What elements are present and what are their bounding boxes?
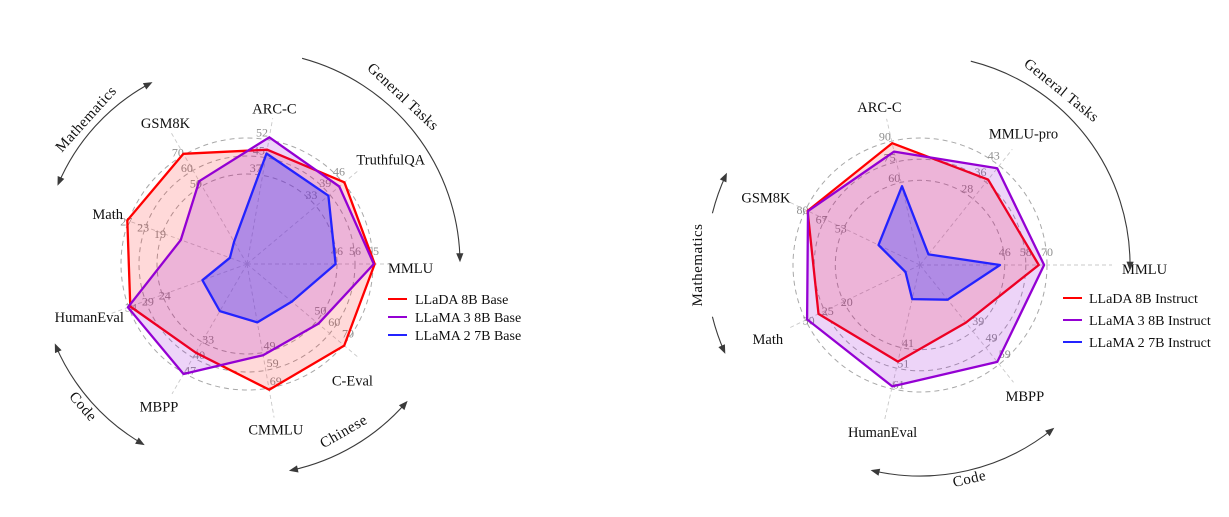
series-polygon-LLaMA 3 8B Instruct	[805, 150, 1046, 388]
group-label-Code: Code	[65, 389, 99, 425]
group-arrow-icon	[142, 82, 153, 90]
group-label-General Tasks: General Tasks	[1020, 56, 1101, 126]
axis-spoke-HumanEval	[884, 264, 921, 420]
tick-label-Math-25: 25	[822, 304, 834, 318]
tick-label-MMLU-56: 56	[349, 244, 361, 258]
group-arc-Code-0	[54, 345, 144, 445]
axis-spoke-ARC-C	[246, 118, 274, 265]
grid-ring-0	[156, 173, 338, 355]
tick-label-CMMLU-59: 59	[267, 356, 279, 370]
group-label-Code: Code	[951, 468, 987, 491]
tick-label-Math-20: 20	[841, 295, 853, 309]
tick-label-Math-23: 23	[137, 221, 149, 235]
group-arrow-icon	[135, 437, 145, 446]
axis-label-GSM8K: GSM8K	[741, 191, 791, 207]
tick-label-TruthfulQA-46: 46	[333, 165, 345, 179]
axis-spoke-Math	[111, 214, 248, 265]
group-label-Mathematics: Mathematics	[690, 224, 706, 307]
group-arrow-icon	[54, 343, 62, 354]
tick-label-ARC-C-90: 90	[879, 130, 891, 144]
axis-spoke-MBPP	[171, 263, 248, 395]
tick-label-MBPP-39: 39	[972, 314, 984, 328]
group-arrow-icon	[57, 176, 65, 186]
axis-spoke-ARC-C	[886, 118, 921, 266]
tick-label-C-Eval-50: 50	[314, 304, 326, 318]
tick-label-MMLU-pro-43: 43	[988, 148, 1000, 162]
tick-label-MBPP-49: 49	[986, 330, 998, 344]
group-label-Chinese: Chinese	[318, 412, 371, 452]
series-polygon-LLaMA 3 8B Base	[126, 136, 375, 376]
axis-label-Math: Math	[92, 207, 123, 223]
series-polygon-LLaMA 2 7B Base	[201, 152, 337, 324]
axis-label-GSM8K: GSM8K	[141, 116, 191, 132]
axis-label-HumanEval: HumanEval	[848, 425, 917, 441]
chart-base-models: 3745523339464656655060704959693340472429…	[53, 57, 521, 473]
axis-spoke-Math	[789, 264, 921, 329]
axis-spoke-MMLU-pro	[919, 149, 1013, 266]
axis-spoke-C-Eval	[246, 263, 358, 357]
tick-label-MBPP-33: 33	[202, 332, 214, 346]
axis-label-ARC-C: ARC-C	[252, 101, 296, 117]
group-arc-Code-0	[872, 428, 1054, 477]
group-arrow-icon	[288, 465, 299, 473]
tick-label-ARC-C-52: 52	[256, 126, 268, 140]
axis-label-TruthfulQA: TruthfulQA	[356, 152, 425, 168]
legend: LLaDA 8B Instruct LLaMA 3 8B Instruct LLaM…	[1063, 292, 1211, 351]
axis-label-ARC-C: ARC-C	[857, 100, 901, 116]
tick-label-MMLU-70: 70	[1041, 245, 1053, 259]
legend-label-LLaMA 2 7B Base: LLaMA 2 7B Base	[415, 329, 521, 344]
group-label-Mathematics: Mathematics	[53, 83, 120, 155]
group-arrow-icon	[398, 400, 408, 411]
legend: LLaDA 8B Base LLaMA 3 8B Base LLaMA 2 7B B…	[388, 293, 521, 344]
axis-label-HumanEval: HumanEval	[55, 310, 124, 326]
tick-label-MMLU-46: 46	[999, 245, 1011, 259]
tick-label-ARC-C-60: 60	[888, 171, 900, 185]
group-arc-General Tasks-0	[301, 57, 461, 261]
group-arrow-icon	[870, 468, 881, 476]
tick-label-GSM8K-53: 53	[835, 222, 847, 236]
tick-label-HumanEval-24: 24	[159, 288, 171, 302]
group-arrow-icon	[1126, 261, 1134, 271]
tick-label-GSM8K-80: 80	[797, 203, 809, 217]
group-arrow-icon	[1045, 427, 1055, 437]
tick-label-HumanEval-41: 41	[902, 336, 914, 350]
axis-spoke-CMMLU	[246, 263, 275, 418]
legend-label-LLaDA 8B Instruct: LLaDA 8B Instruct	[1089, 292, 1198, 307]
tick-label-TruthfulQA-33: 33	[305, 188, 317, 202]
axis-label-CMMLU: CMMLU	[248, 423, 303, 439]
tick-label-C-Eval-60: 60	[328, 315, 340, 329]
axis-label-MBPP: MBPP	[140, 400, 179, 416]
tick-label-Math-19: 19	[154, 227, 166, 241]
group-arc-Chinese-0	[290, 402, 407, 471]
tick-label-GSM8K-60: 60	[181, 161, 193, 175]
axis-label-MMLU: MMLU	[388, 261, 434, 277]
axis-spoke-HumanEval	[111, 263, 248, 314]
axis-label-Math: Math	[752, 332, 783, 348]
axis-label-MMLU-pro: MMLU-pro	[989, 127, 1058, 143]
chart-instruct-models: 6075902836434658703949594151612025305367…	[690, 56, 1211, 491]
group-arc-Mathematics-0	[57, 82, 152, 185]
series-polygon-LLaMA 2 7B Instruct	[877, 185, 1002, 301]
group-arrow-icon	[719, 172, 727, 183]
series-polygon-LLaDA 8B Instruct	[806, 142, 1040, 363]
group-label-General Tasks: General Tasks	[364, 60, 442, 134]
axis-label-C-Eval: C-Eval	[332, 373, 373, 389]
axis-spoke-GSM8K	[789, 201, 921, 266]
tick-label-MMLU-pro-28: 28	[961, 181, 973, 195]
axis-label-MMLU: MMLU	[1122, 262, 1168, 278]
tick-label-GSM8K-67: 67	[816, 212, 828, 226]
legend-label-LLaMA 3 8B Base: LLaMA 3 8B Base	[415, 311, 521, 326]
axis-label-MBPP: MBPP	[1005, 389, 1044, 405]
group-arc-General Tasks-0	[970, 60, 1131, 269]
group-arrow-icon	[718, 344, 726, 354]
legend-label-LLaMA 3 8B Instruct: LLaMA 3 8B Instruct	[1089, 314, 1211, 329]
legend-label-LLaMA 2 7B Instruct: LLaMA 2 7B Instruct	[1089, 336, 1211, 351]
group-arrow-icon	[456, 253, 464, 263]
legend-label-LLaDA 8B Base: LLaDA 8B Base	[415, 293, 508, 308]
tick-label-HumanEval-29: 29	[142, 295, 154, 309]
